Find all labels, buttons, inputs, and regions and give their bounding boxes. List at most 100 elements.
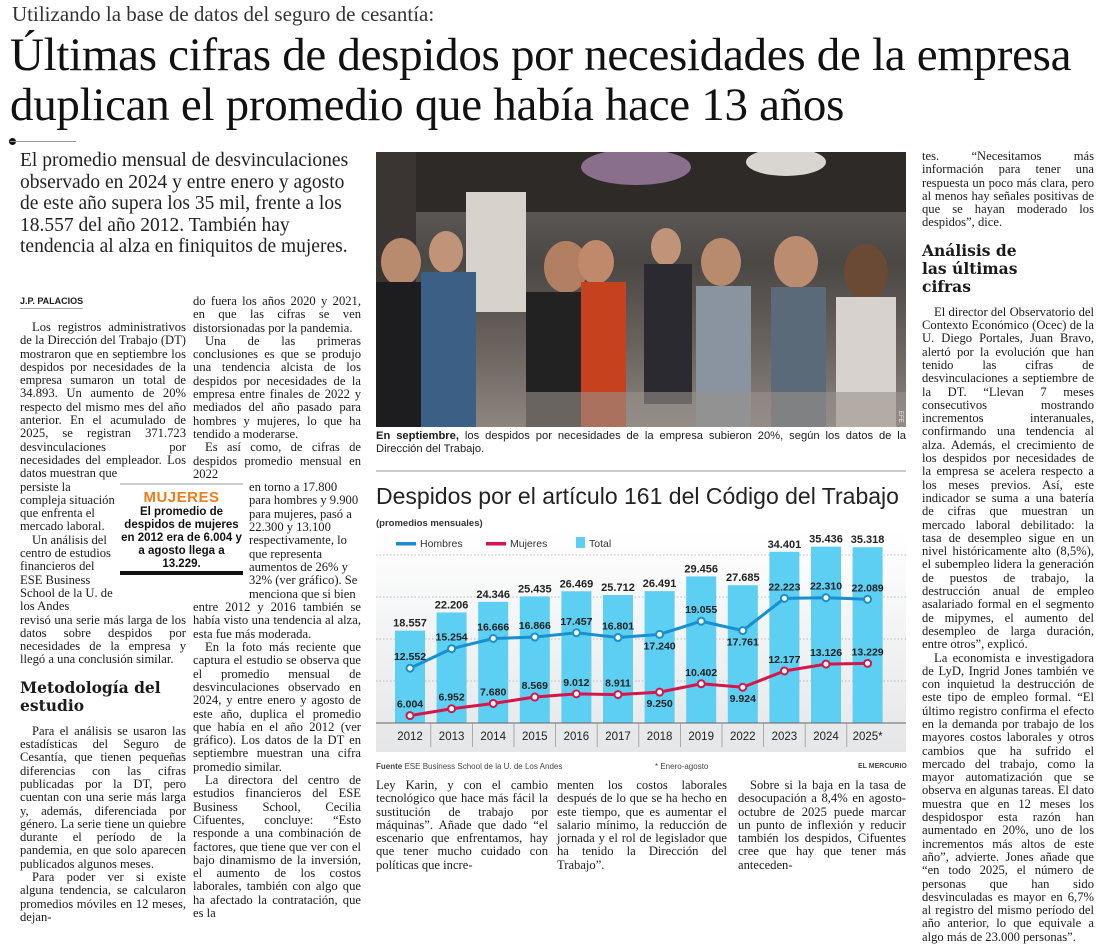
- data-label-hombres: 15.254: [436, 632, 468, 644]
- data-label-total: 26.491: [643, 578, 677, 590]
- legend-label-mujeres: Mujeres: [510, 538, 547, 550]
- point-mujeres: [448, 705, 455, 712]
- chart-note: * Enero-agosto: [655, 762, 708, 771]
- data-label-hombres: 17.761: [727, 637, 759, 649]
- data-label-mujeres: 7.680: [480, 686, 506, 698]
- bar-total: [769, 552, 799, 723]
- paragraph: Para poder ver si existe alguna tendenci…: [20, 871, 186, 924]
- point-mujeres: [823, 661, 830, 668]
- x-tick-label: 2016: [564, 731, 590, 743]
- headline-line: duplican el promedio que había hace 13 a…: [10, 80, 844, 130]
- legend-swatch-mujeres: [486, 542, 506, 546]
- data-label-mujeres: 8.911: [605, 678, 631, 690]
- point-mujeres: [698, 680, 705, 687]
- data-label-mujeres: 9.250: [646, 698, 672, 710]
- headline: Últimas cifras de despidos por necesidad…: [10, 30, 1071, 130]
- chart-title: Despidos por el artículo 161 del Código …: [376, 483, 899, 510]
- bottom-column-3: Sobre si la baja en la tasa de desocupac…: [738, 779, 906, 872]
- paragraph: menten los costos laborales después de l…: [557, 779, 727, 872]
- bar-total: [520, 596, 550, 723]
- x-tick-label: 2013: [439, 731, 465, 743]
- source-text: ESE Business School de la U. de Los Ande…: [404, 762, 562, 771]
- x-tick-label: 2025*: [853, 731, 884, 743]
- caption-lead: En septiembre,: [376, 430, 459, 442]
- data-label-mujeres: 13.126: [810, 647, 842, 659]
- data-label-hombres: 22.089: [852, 582, 884, 594]
- paragraph: Los registros administrativos de la Dire…: [20, 321, 186, 481]
- point-hombres: [864, 596, 871, 603]
- x-tick-label: 2019: [688, 731, 714, 743]
- point-hombres: [781, 595, 788, 602]
- point-mujeres: [490, 700, 497, 707]
- callout-title: MUJERES: [120, 489, 243, 506]
- point-mujeres: [573, 690, 580, 697]
- data-label-total: 22.206: [435, 599, 469, 611]
- point-hombres: [490, 635, 497, 642]
- data-label-mujeres: 9.012: [563, 677, 589, 689]
- publisher-credit: EL MERCURIO: [858, 763, 907, 770]
- column-1-narrow: persiste la compleja situación que enfre…: [20, 481, 118, 614]
- news-photo: EFE: [376, 152, 906, 427]
- paragraph: En la foto más reciente que captura el e…: [193, 641, 361, 774]
- data-label-hombres: 16.666: [477, 622, 509, 634]
- column-2-narrow: en torno a 17.800 para hombres y 9.900 p…: [249, 481, 361, 601]
- data-label-total: 27.685: [726, 572, 760, 584]
- bar-total: [561, 591, 591, 723]
- x-tick-label: 2012: [397, 731, 423, 743]
- paragraph: do fuera los años 2020 y 2021, en que la…: [193, 295, 361, 335]
- data-label-total: 35.318: [851, 534, 885, 546]
- lead-paragraph: El promedio mensual de desvinculaciones …: [20, 150, 360, 258]
- photo-caption: En septiembre, los despidos por necesida…: [376, 430, 906, 456]
- data-label-hombres: 12.552: [394, 651, 426, 663]
- data-label-hombres: 19.055: [685, 604, 717, 616]
- callout-box: MUJERES El promedio de despidos de mujer…: [120, 483, 243, 575]
- legend-label-hombres: Hombres: [420, 538, 463, 550]
- section-heading: Análisis de las últimas cifras: [922, 242, 1042, 296]
- paragraph: La economista e investigadora de LyD, In…: [922, 652, 1094, 944]
- point-mujeres: [781, 667, 788, 674]
- column-2-top: do fuera los años 2020 y 2021, en que la…: [193, 295, 361, 481]
- bar-total: [811, 547, 841, 723]
- x-tick-label: 2014: [480, 731, 506, 743]
- point-mujeres: [739, 684, 746, 691]
- kicker: Utilizando la base de datos del seguro d…: [12, 2, 434, 27]
- point-mujeres: [656, 689, 663, 696]
- column-1-bottom: revisó una serie más larga de los datos …: [20, 614, 186, 925]
- photo-credit: EFE: [897, 411, 903, 423]
- data-label-hombres: 17.457: [560, 616, 592, 628]
- data-label-total: 29.456: [684, 563, 718, 575]
- point-mujeres: [615, 691, 622, 698]
- x-tick-label: 2024: [813, 731, 839, 743]
- callout-text: El promedio de despidos de mujeres en 20…: [120, 506, 243, 571]
- byline: J.P. PALACIOS: [20, 296, 83, 309]
- paragraph: persiste la compleja situación que enfre…: [20, 481, 118, 534]
- point-mujeres: [407, 712, 414, 719]
- data-label-total: 26.469: [560, 578, 594, 590]
- paragraph: Ley Karin, y con el cambio tecnológico q…: [376, 779, 548, 872]
- point-mujeres: [531, 694, 538, 701]
- crowd-photo-illustration: [376, 152, 906, 427]
- x-tick-label: 2017: [605, 731, 631, 743]
- bar-total: [686, 576, 716, 723]
- chart-subtitle: (promedios mensuales): [376, 518, 483, 529]
- data-label-hombres: 17.240: [644, 640, 676, 652]
- x-tick-label: 2023: [772, 731, 798, 743]
- data-label-total: 24.346: [476, 589, 510, 601]
- point-hombres: [615, 634, 622, 641]
- data-label-total: 25.435: [518, 583, 552, 595]
- paragraph: Sobre si la baja en la tasa de desocupac…: [738, 779, 906, 872]
- section-heading: Metodología del estudio: [20, 679, 186, 715]
- paragraph: Para el análisis se usaron las estadísti…: [20, 725, 186, 871]
- point-hombres: [573, 629, 580, 636]
- paragraph: Un análisis del centro de estudios finan…: [20, 534, 118, 614]
- paragraph: La directora del centro de estudios fina…: [193, 774, 361, 920]
- paragraph: entre 2012 y 2016 también se había visto…: [193, 601, 361, 641]
- x-tick-label: 2015: [522, 731, 548, 743]
- point-hombres: [698, 618, 705, 625]
- legend-swatch-total: [576, 537, 585, 548]
- point-hombres: [656, 631, 663, 638]
- data-label-mujeres: 6.004: [397, 699, 423, 711]
- paragraph: Una de las primeras conclusiones es que …: [193, 335, 361, 441]
- bar-total: [603, 595, 633, 723]
